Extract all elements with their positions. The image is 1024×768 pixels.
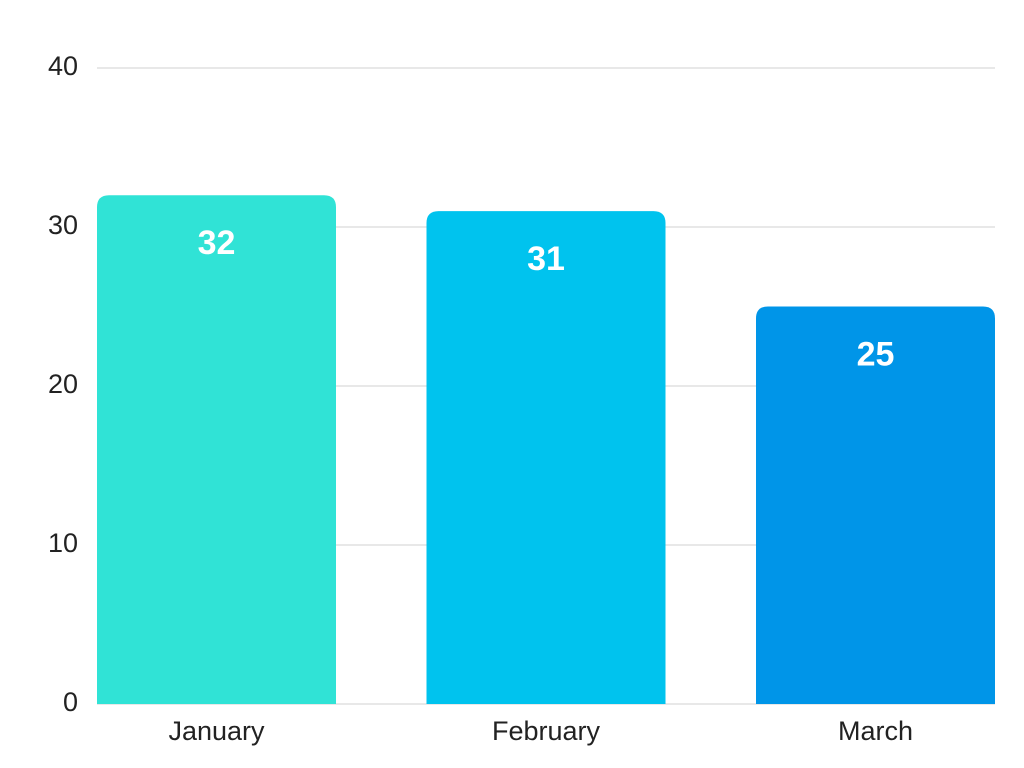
- y-tick-label: 10: [48, 528, 78, 558]
- y-tick-label: 30: [48, 210, 78, 240]
- x-tick-label: January: [168, 716, 265, 746]
- value-label: 31: [527, 240, 565, 278]
- y-tick-label: 40: [48, 51, 78, 81]
- value-label: 32: [198, 224, 236, 262]
- x-tick-label: February: [492, 716, 601, 746]
- bar: [97, 195, 336, 704]
- y-tick-label: 0: [63, 687, 78, 717]
- value-label: 25: [857, 335, 895, 373]
- x-tick-label: March: [838, 716, 913, 746]
- bar: [756, 306, 995, 704]
- bar: [426, 211, 666, 704]
- y-tick-label: 20: [48, 369, 78, 399]
